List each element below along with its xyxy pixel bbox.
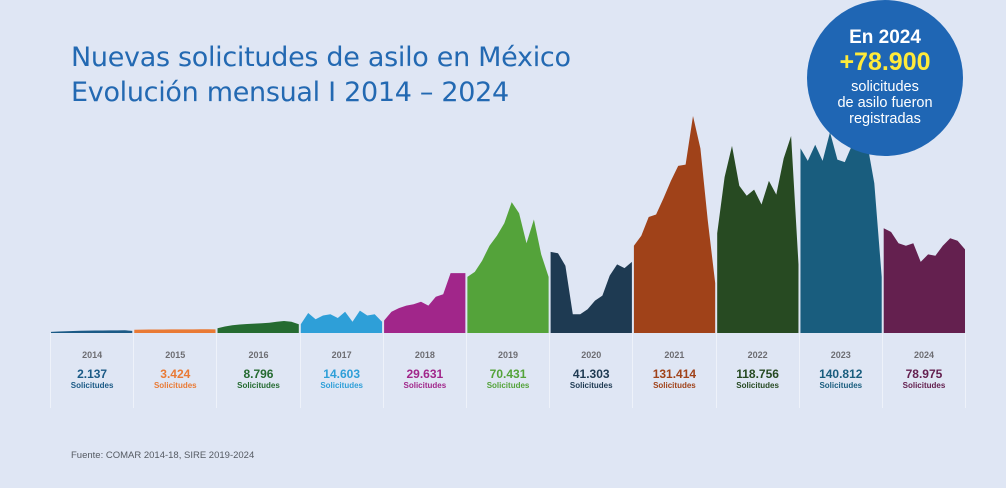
badge-text-line2: de asilo fueron (837, 95, 933, 111)
area-2019 (467, 202, 549, 333)
year-column-2020: 2020 41.303 Solicitudes (549, 333, 632, 408)
year-column-2017: 2017 14.603 Solicitudes (299, 333, 383, 408)
area-2022 (717, 136, 799, 333)
year-label: 2015 (165, 350, 186, 360)
area-2014 (51, 330, 133, 333)
year-column-2018: 2018 29.631 Solicitudes (382, 333, 466, 408)
area-2020 (550, 251, 632, 333)
area-2018 (384, 273, 466, 333)
year-total: 8.796 (243, 367, 274, 381)
year-column-2022: 2022 118.756 Solicitudes (715, 333, 799, 408)
area-2021 (633, 116, 716, 333)
year-total-label: Solicitudes (653, 381, 696, 390)
year-label: 2016 (248, 350, 269, 360)
year-total: 70.431 (489, 367, 527, 381)
year-column-2023: 2023 140.812 Solicitudes (798, 333, 882, 408)
year-column-2015: 2015 3.424 Solicitudes (133, 333, 216, 408)
badge-year: En 2024 (849, 27, 921, 48)
area-2015 (134, 329, 216, 333)
year-total: 41.303 (572, 367, 610, 381)
year-total: 131.414 (652, 367, 697, 381)
year-column-2014: 2014 2.137 Solicitudes (50, 333, 133, 408)
year-column-2021: 2021 131.414 Solicitudes (632, 333, 715, 408)
year-total-label: Solicitudes (153, 381, 197, 390)
badge-number: +78.900 (839, 48, 931, 76)
area-2016 (217, 321, 299, 333)
year-total-label: Solicitudes (569, 381, 613, 390)
badge-text-line3: registradas (849, 111, 921, 127)
year-label: 2020 (581, 350, 602, 360)
year-column-2019: 2019 70.431 Solicitudes (465, 333, 549, 408)
year-total-label: Solicitudes (320, 381, 363, 390)
year-total: 2.137 (77, 367, 108, 381)
year-total-label: Solicitudes (486, 381, 530, 390)
year-total: 3.424 (160, 367, 191, 381)
year-label: 2018 (414, 350, 435, 360)
year-total: 29.631 (406, 367, 444, 381)
year-label: 2019 (498, 350, 519, 360)
year-label: 2014 (82, 350, 103, 360)
year-label: 2023 (830, 350, 851, 360)
source-note: Fuente: COMAR 2014-18, SIRE 2019-2024 (71, 450, 255, 461)
year-label: 2017 (331, 350, 352, 360)
year-label: 2021 (664, 350, 685, 360)
area-2023 (800, 132, 882, 333)
year-label: 2022 (747, 350, 768, 360)
year-total: 140.812 (819, 367, 863, 381)
badge-text-line1: solicitudes (851, 79, 919, 95)
year-total-label: Solicitudes (70, 381, 114, 390)
year-total: 14.603 (323, 367, 360, 381)
year-label: 2024 (913, 350, 934, 360)
badge-text: solicitudes de asilo fueron registradas (807, 79, 963, 127)
year-column-2024: 2024 78.975 Solicitudes (881, 333, 967, 408)
chart-title-line2: Evolución mensual I 2014 – 2024 (71, 77, 509, 108)
year-summary-table: 2014 2.137 Solicitudes 2015 3.424 Solicitudes… (50, 333, 967, 408)
year-total-label: Solicitudes (902, 381, 946, 390)
year-total: 118.756 (736, 367, 779, 381)
year-column-2016: 2016 8.796 Solicitudes (216, 333, 299, 408)
highlight-badge: En 2024 +78.900 solicitudes de asilo fue… (807, 0, 963, 156)
year-total-label: Solicitudes (736, 381, 779, 390)
area-2017 (300, 310, 383, 333)
year-total-label: Solicitudes (403, 381, 447, 390)
year-total-label: Solicitudes (819, 381, 863, 390)
year-total: 78.975 (905, 367, 943, 381)
year-total-label: Solicitudes (237, 381, 280, 390)
chart-title: Nuevas solicitudes de asilo en México Ev… (71, 40, 571, 110)
area-2024 (883, 228, 965, 333)
chart-title-line1: Nuevas solicitudes de asilo en México (71, 42, 571, 73)
